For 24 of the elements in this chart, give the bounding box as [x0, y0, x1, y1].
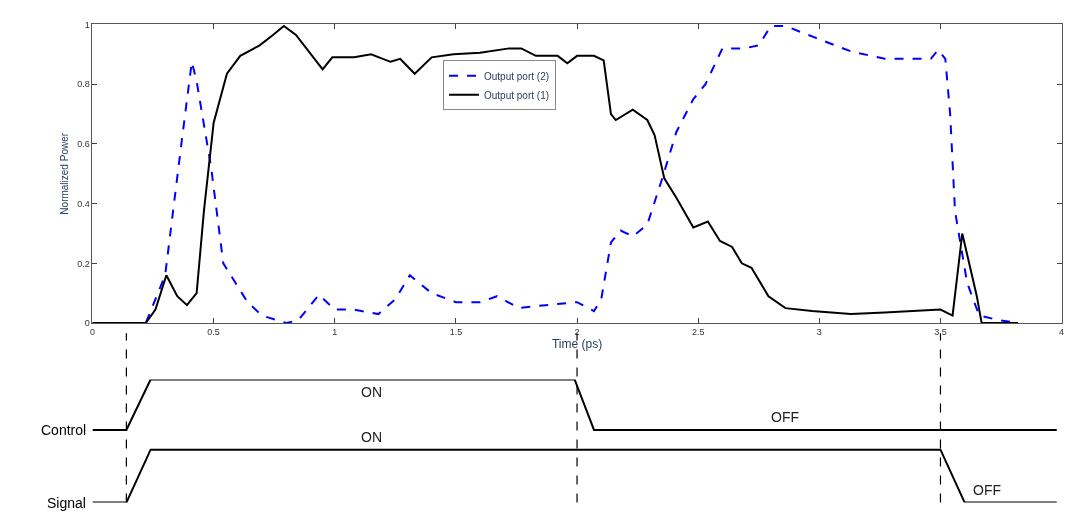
- x-tick-label: 2: [574, 326, 580, 337]
- series-label: Control: [41, 422, 87, 438]
- x-tick-label: 0.5: [207, 326, 220, 337]
- annotation: ON: [361, 429, 382, 445]
- annotation: OFF: [973, 482, 1001, 498]
- legend-label: Output port (2): [484, 70, 550, 82]
- annotation: ON: [361, 384, 382, 400]
- x-tick-label: 1: [332, 326, 338, 337]
- y-tick-label: 0.4: [77, 198, 90, 209]
- y-tick-label: 1: [84, 19, 90, 30]
- legend-label: Output port (1): [484, 89, 550, 101]
- y-tick-label: 0.6: [77, 139, 90, 150]
- x-tick-label: 1.5: [449, 326, 463, 337]
- series-label: Signal: [47, 495, 86, 511]
- x-tick-label: 4: [1059, 326, 1065, 337]
- y-axis-title: Normalized Power: [59, 132, 71, 215]
- x-tick-label: 3.5: [934, 326, 947, 337]
- x-tick-label: 3: [816, 326, 822, 337]
- y-tick-label: 0.8: [77, 79, 90, 90]
- y-tick-label: 0: [84, 318, 90, 329]
- x-tick-label: 2.5: [691, 326, 705, 337]
- annotation: OFF: [771, 409, 799, 425]
- x-axis-title: Time (ps): [551, 336, 603, 351]
- y-tick-label: 0.2: [77, 258, 90, 269]
